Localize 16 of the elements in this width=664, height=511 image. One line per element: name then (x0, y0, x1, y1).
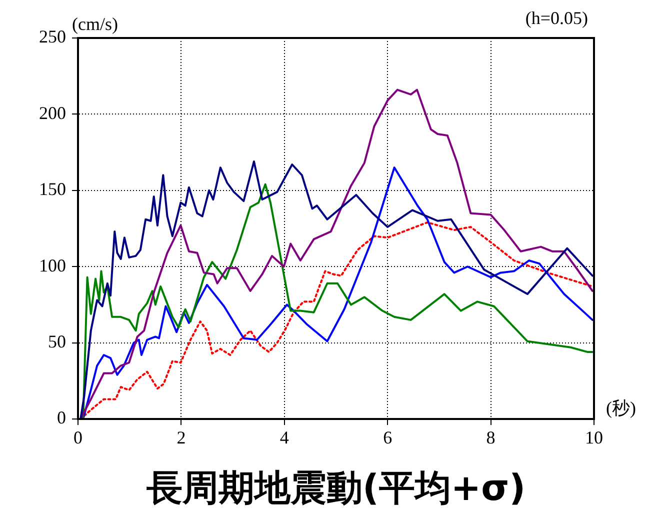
y-tick-label: 100 (39, 255, 66, 276)
text: (h=0.05) (525, 8, 588, 28)
x-tick-label: 10 (585, 428, 603, 448)
x-tick-label: 2 (176, 428, 186, 448)
x-axis-title: (秒) (606, 398, 636, 418)
x-tick-label: 8 (486, 428, 496, 448)
x-tick-label: 0 (74, 428, 82, 448)
y-tick-label: 200 (39, 102, 66, 123)
x-tick-label: 4 (280, 428, 289, 448)
x-tick-label: 6 (383, 428, 392, 448)
y-tick-label: 0 (57, 408, 66, 428)
y-tick-label: 250 (39, 26, 66, 47)
text: 長周期地震動(平均+σ) (145, 468, 526, 509)
y-tick-label: 50 (48, 332, 66, 352)
y-axis-title: (cm/s) (72, 14, 118, 34)
y-tick-label: 150 (39, 179, 66, 200)
